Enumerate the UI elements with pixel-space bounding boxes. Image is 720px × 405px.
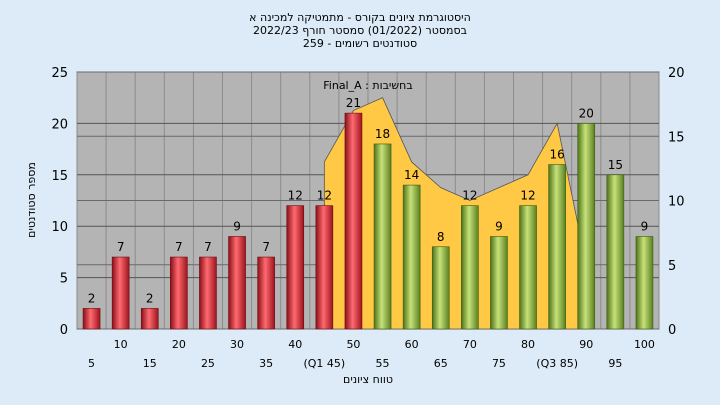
bar-80 <box>519 205 537 330</box>
x-tick-85: (Q3 85) <box>536 357 578 370</box>
y-tick-0: 0 <box>60 323 68 338</box>
data-label-30: 9 <box>233 219 241 233</box>
data-label-85: 16 <box>550 148 565 162</box>
y-axis-title: מספר סטודנטים <box>25 162 38 238</box>
bar-40 <box>286 205 305 330</box>
data-label-65: 8 <box>437 230 445 244</box>
data-label-25: 7 <box>204 240 212 254</box>
chart-title: היסטוגרמת ציונים בקורס - מתמטיקה למכינה … <box>249 11 471 50</box>
y-tick-5: 5 <box>60 272 68 287</box>
x-tick-45: (Q1 45) <box>303 357 345 370</box>
x-tick-100: 100 <box>634 338 655 351</box>
y-tick-15: 15 <box>51 169 68 184</box>
chart-annotation: Final_A : בחשיבות <box>323 79 412 92</box>
data-label-75: 9 <box>495 219 503 233</box>
data-labels: 2 7 2 7 7 9 7 12 12 21 18 14 8 12 9 12 16 20 15 9 <box>88 96 649 305</box>
bar-100 <box>635 236 654 330</box>
x-tick-65: 65 <box>434 357 448 370</box>
y-tick-20: 20 <box>51 117 68 132</box>
bar-90 <box>577 123 596 330</box>
data-label-10: 7 <box>117 240 125 254</box>
title-line-3: סטודנטים רשומים - 259 <box>303 37 417 50</box>
bar-95 <box>606 174 625 330</box>
y2-tick-0: 0 <box>668 323 676 338</box>
data-label-100: 9 <box>641 219 649 233</box>
bar-35 <box>257 256 275 330</box>
x-axis: 5 10 15 20 25 30 35 40(Q1 45)50 55 60 65 70 75 80(Q3 … <box>88 338 655 370</box>
x-tick-75: 75 <box>492 357 506 370</box>
x-tick-30: 30 <box>230 338 244 351</box>
bar-60 <box>402 184 421 330</box>
y2-tick-15: 15 <box>668 130 685 145</box>
title-line-2: בסמסטר (01/2022) סמסטר חורף 2022/23 <box>253 24 467 37</box>
bar-10 <box>111 256 130 330</box>
data-label-80: 12 <box>520 189 535 203</box>
y-axis-right: 0 5 10 15 20 <box>668 66 685 338</box>
bars <box>82 112 654 330</box>
bar-20 <box>170 256 188 330</box>
bar-45 <box>315 205 334 330</box>
y2-tick-5: 5 <box>668 259 676 274</box>
x-tick-25: 25 <box>201 357 215 370</box>
x-tick-40: 40 <box>288 338 302 351</box>
data-label-20: 7 <box>175 240 183 254</box>
title-line-1: היסטוגרמת ציונים בקורס - מתמטיקה למכינה … <box>249 11 471 24</box>
x-tick-95: 95 <box>608 357 622 370</box>
data-label-5: 2 <box>88 291 96 305</box>
bar-55 <box>373 143 392 330</box>
x-tick-35: 35 <box>259 357 273 370</box>
x-tick-60: 60 <box>405 338 419 351</box>
bar-65 <box>431 246 450 330</box>
bar-25 <box>199 256 217 330</box>
data-label-55: 18 <box>375 127 390 141</box>
x-tick-15: 15 <box>143 357 157 370</box>
x-tick-50: 50 <box>346 338 360 351</box>
data-label-90: 20 <box>579 106 594 120</box>
x-tick-5: 5 <box>88 357 95 370</box>
x-tick-55: 55 <box>376 357 390 370</box>
data-label-50: 21 <box>346 96 361 110</box>
data-label-40: 12 <box>288 189 303 203</box>
x-tick-10: 10 <box>114 338 128 351</box>
data-label-70: 12 <box>462 189 477 203</box>
y2-tick-10: 10 <box>668 195 685 210</box>
bar-75 <box>490 236 508 330</box>
bar-70 <box>461 205 479 330</box>
y-tick-10: 10 <box>51 220 68 235</box>
x-axis-title: טווח ציונים <box>343 373 393 386</box>
x-tick-70: 70 <box>463 338 477 351</box>
data-label-15: 2 <box>146 291 154 305</box>
x-tick-80: 80 <box>521 338 535 351</box>
bar-30 <box>228 236 246 330</box>
y-tick-25: 25 <box>51 66 68 81</box>
bar-85 <box>548 164 566 330</box>
bar-5 <box>82 308 101 330</box>
bar-50 <box>344 112 363 330</box>
bar-15 <box>140 308 159 330</box>
x-tick-20: 20 <box>172 338 186 351</box>
data-label-95: 15 <box>608 158 623 172</box>
x-tick-90: 90 <box>579 338 593 351</box>
data-label-35: 7 <box>262 240 270 254</box>
y2-tick-20: 20 <box>668 66 685 81</box>
data-label-60: 14 <box>404 168 419 182</box>
data-label-45: 12 <box>317 189 332 203</box>
y-axis-left: 0 5 10 15 20 25 <box>51 66 68 338</box>
